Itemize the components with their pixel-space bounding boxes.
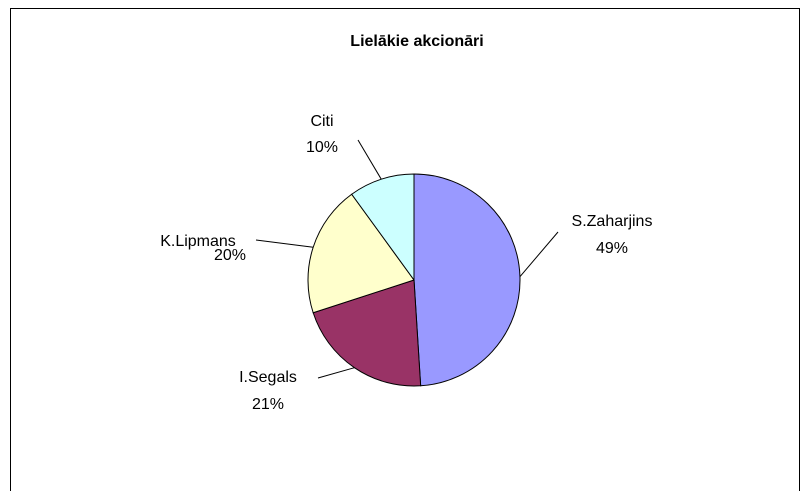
slice-value-label: 10% [306, 139, 338, 156]
slice-value-label: 49% [596, 240, 628, 257]
pie-slice [350, 173, 415, 282]
pie-slice [312, 279, 422, 387]
leader-line [519, 231, 559, 277]
slice-value-label: 21% [252, 396, 284, 413]
slice-value-label: 20% [214, 247, 246, 264]
slice-label: I.Segals [239, 369, 297, 386]
slice-label: K.Lipmans [160, 233, 236, 250]
pie-slice [413, 173, 521, 387]
slice-label: S.Zaharjins [572, 213, 653, 230]
leader-line [317, 367, 355, 379]
leader-line [357, 139, 382, 180]
chart-title: Lielākie akcionāri [350, 33, 483, 50]
leader-line [255, 239, 314, 248]
slice-label: Citi [310, 113, 333, 130]
